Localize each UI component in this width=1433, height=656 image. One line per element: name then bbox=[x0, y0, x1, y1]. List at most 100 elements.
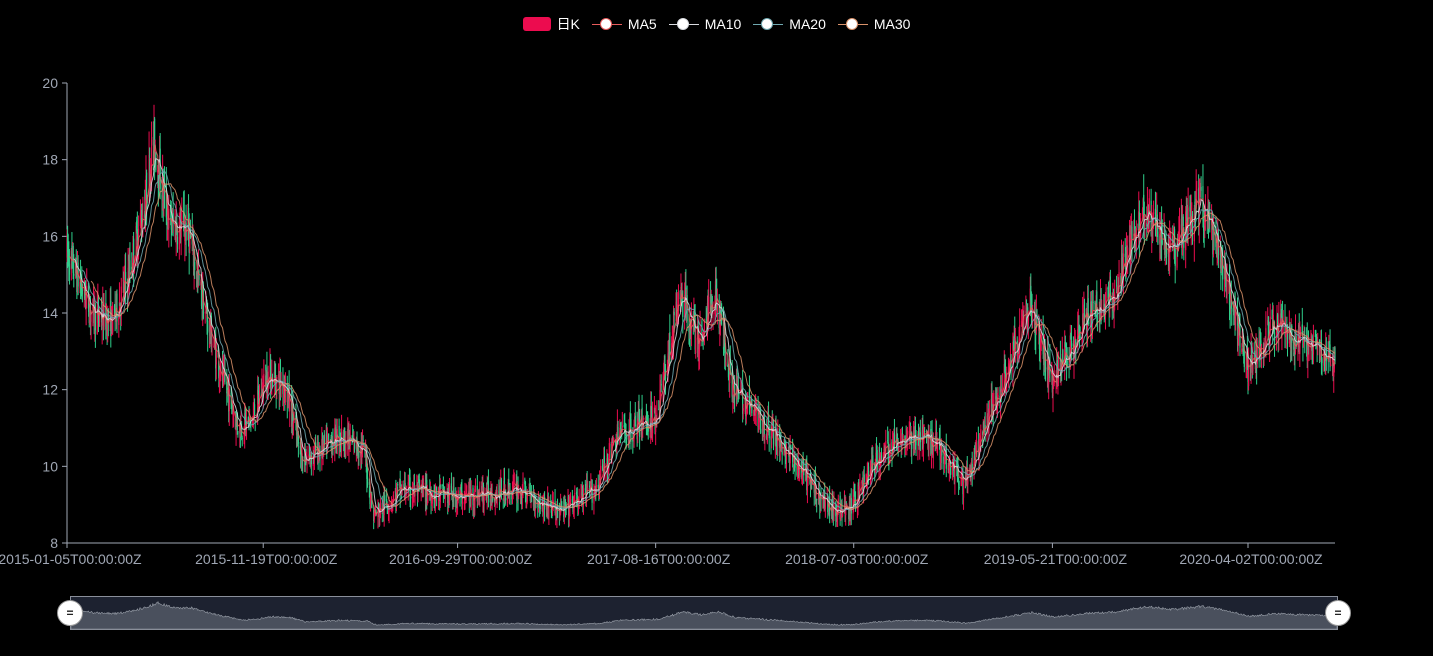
candle-body bbox=[226, 390, 229, 392]
candle-body bbox=[200, 279, 203, 307]
candle-body bbox=[284, 378, 287, 402]
candle-body bbox=[505, 498, 507, 501]
candle-body bbox=[1126, 250, 1128, 260]
candle-body bbox=[672, 311, 675, 346]
candle-body bbox=[1159, 233, 1161, 245]
candle-body bbox=[405, 496, 407, 498]
candle-body bbox=[327, 436, 329, 439]
candle-body bbox=[369, 501, 372, 503]
datazoom-handle-left-icon[interactable]: = bbox=[57, 600, 83, 626]
candle-body bbox=[746, 392, 749, 405]
candle-body bbox=[323, 434, 325, 446]
legend-item-ma5[interactable]: MA5 bbox=[591, 16, 657, 32]
candle-body bbox=[98, 313, 100, 320]
datazoom-handle-right-icon[interactable]: = bbox=[1325, 600, 1351, 626]
candle-body bbox=[703, 321, 705, 331]
candle-body bbox=[1259, 333, 1261, 361]
candle-body bbox=[1320, 343, 1322, 350]
legend-item-kline[interactable]: 日K bbox=[522, 14, 580, 34]
candle-body bbox=[1001, 391, 1003, 393]
candle-body bbox=[534, 495, 536, 511]
legend-item-ma30[interactable]: MA30 bbox=[837, 16, 910, 32]
candle-body bbox=[975, 442, 978, 454]
candle-body bbox=[1038, 323, 1041, 350]
candle-body bbox=[486, 482, 488, 498]
legend-item-ma10[interactable]: MA10 bbox=[668, 16, 741, 32]
candle-body bbox=[76, 269, 78, 292]
candle-body bbox=[390, 503, 392, 506]
candle-body bbox=[476, 485, 478, 502]
candle-body bbox=[792, 465, 794, 467]
candle-body bbox=[318, 453, 320, 460]
candle-body bbox=[137, 247, 139, 252]
candle-body bbox=[265, 371, 267, 390]
candle-body bbox=[1217, 236, 1219, 244]
candle-body bbox=[128, 260, 130, 280]
candle-body bbox=[339, 442, 341, 444]
candle-body bbox=[1226, 278, 1228, 296]
legend-item-ma20[interactable]: MA20 bbox=[753, 16, 826, 32]
candle-body bbox=[621, 426, 623, 428]
candle-body bbox=[94, 304, 96, 329]
candle-body bbox=[1186, 226, 1189, 238]
candle-body bbox=[290, 397, 293, 427]
candle-body bbox=[1235, 313, 1237, 317]
candle-body bbox=[958, 487, 960, 489]
candle-body bbox=[940, 446, 942, 463]
candle-body bbox=[1088, 322, 1090, 324]
datazoom-slider[interactable] bbox=[70, 596, 1338, 630]
candle-body bbox=[1174, 249, 1176, 266]
candle-body bbox=[115, 293, 117, 312]
candle-body bbox=[1004, 362, 1006, 373]
candle-body bbox=[699, 323, 701, 334]
candle-body bbox=[896, 436, 898, 442]
candle-body bbox=[498, 491, 500, 493]
candle-body bbox=[880, 455, 883, 459]
candle-body bbox=[360, 446, 362, 457]
candle-body bbox=[1091, 314, 1093, 330]
candle-body bbox=[149, 158, 151, 188]
candle-body bbox=[1124, 253, 1126, 257]
candle-body bbox=[1109, 276, 1112, 298]
candle-body bbox=[304, 453, 306, 465]
candle-body bbox=[1280, 309, 1282, 330]
candle-body bbox=[500, 479, 502, 498]
candle-body bbox=[1268, 338, 1270, 341]
candle-body bbox=[243, 434, 245, 436]
candle-body bbox=[688, 326, 690, 333]
candle-body bbox=[1207, 206, 1209, 211]
candle-body bbox=[1163, 234, 1165, 240]
candle-body bbox=[239, 423, 241, 434]
candle-body bbox=[271, 377, 274, 388]
candle-body bbox=[1079, 336, 1081, 338]
candle-body bbox=[919, 432, 921, 443]
candle-body bbox=[159, 148, 161, 189]
candle-body bbox=[796, 466, 799, 475]
candle-body bbox=[474, 488, 477, 492]
candle-body bbox=[291, 405, 293, 428]
candle-body bbox=[1014, 331, 1016, 355]
candle-body bbox=[722, 313, 725, 350]
candle-body bbox=[452, 497, 454, 502]
x-tick-label: 2019-05-21T00:00:00Z bbox=[984, 551, 1128, 567]
candle-body bbox=[524, 482, 527, 495]
candle-body bbox=[610, 443, 612, 459]
candle-body bbox=[1267, 320, 1269, 325]
candle-body bbox=[797, 460, 799, 471]
candle-body bbox=[658, 409, 660, 411]
candle-body bbox=[282, 388, 285, 397]
candle-body bbox=[1053, 381, 1055, 386]
candle-body bbox=[718, 301, 720, 328]
candle-body bbox=[321, 438, 323, 458]
candle-body bbox=[500, 480, 502, 482]
candle-body bbox=[425, 482, 427, 505]
candle-body bbox=[695, 337, 697, 354]
candle-body bbox=[969, 465, 971, 470]
candle-body bbox=[762, 425, 764, 438]
candle-body bbox=[772, 423, 775, 445]
candle-body bbox=[784, 450, 786, 458]
candle-body bbox=[966, 467, 968, 486]
candle-body bbox=[1146, 222, 1148, 227]
candle-body bbox=[537, 497, 540, 507]
candle-body bbox=[1040, 335, 1042, 356]
